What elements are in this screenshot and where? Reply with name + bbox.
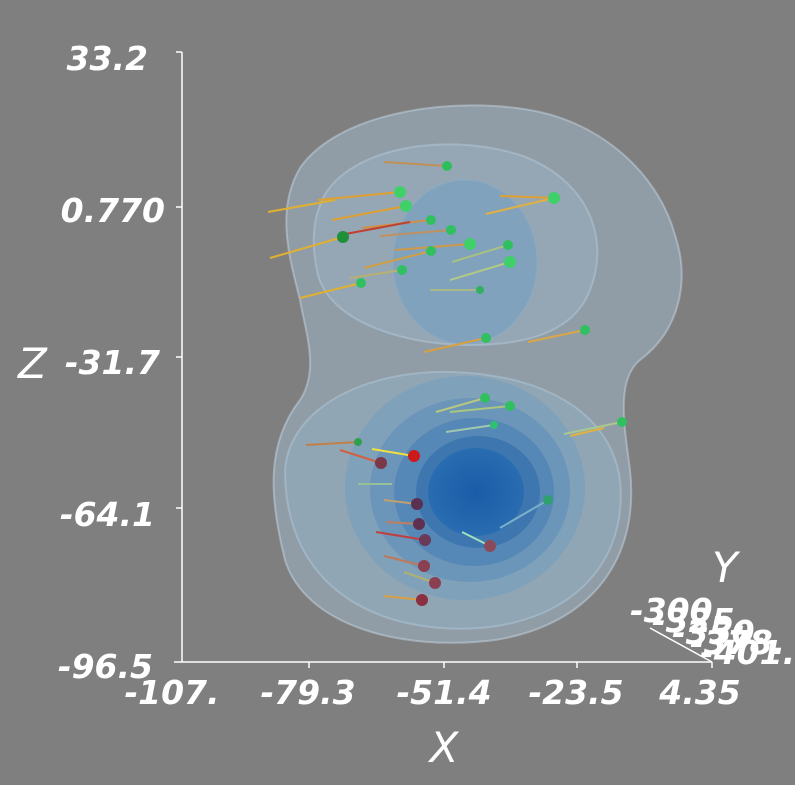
- arrow: [349, 269, 403, 279]
- z-tick-label: -31.7: [65, 343, 160, 382]
- point: [354, 438, 362, 446]
- point: [429, 577, 441, 589]
- z-axis-title: Z: [17, 339, 48, 388]
- arrow: [485, 197, 555, 215]
- arrow: [269, 236, 344, 259]
- y-tick-label: -325.: [652, 601, 747, 640]
- arrow: [449, 261, 511, 281]
- y-tick-label: -401.: [700, 633, 795, 672]
- x-tick-label: -23.5: [528, 673, 623, 712]
- axes: [174, 51, 713, 668]
- z-tick-label: -96.5: [58, 647, 153, 686]
- arrow: [379, 229, 452, 237]
- point: [503, 240, 513, 250]
- arrow: [317, 191, 401, 201]
- point: [397, 265, 407, 275]
- x-tick-label: -51.4: [396, 673, 491, 712]
- point: [543, 495, 553, 505]
- point: [617, 417, 627, 427]
- arrow: [299, 282, 362, 299]
- point: [356, 278, 366, 288]
- point: [375, 457, 387, 469]
- y-axis-title: Y: [712, 543, 741, 592]
- z-tick-label: 33.2: [67, 39, 148, 78]
- x-axis-title: X: [428, 723, 460, 772]
- point: [442, 161, 452, 171]
- point: [446, 225, 456, 235]
- arrow: [499, 499, 549, 529]
- y-axis-line: [649, 627, 713, 663]
- z-tick-label: 0.770: [61, 191, 165, 230]
- arrow: [563, 421, 623, 435]
- arrow: [423, 337, 487, 353]
- arrow: [383, 595, 423, 601]
- arrow: [445, 424, 495, 433]
- point: [418, 560, 430, 572]
- point: [337, 231, 349, 243]
- sample-points: [337, 161, 627, 606]
- z-tick-label: -64.1: [60, 495, 155, 534]
- arrow: [527, 329, 586, 343]
- lower-core: [428, 448, 524, 536]
- arrow: [435, 397, 486, 413]
- arrow: [383, 555, 425, 567]
- y-tick-label: -378.: [690, 623, 785, 662]
- point: [394, 186, 406, 198]
- arrow: [451, 244, 509, 263]
- point: [426, 246, 436, 256]
- arrow: [363, 250, 432, 269]
- point: [484, 540, 496, 552]
- arrow: [305, 441, 359, 446]
- arrow: [331, 205, 407, 221]
- y-tick-label: -300.: [630, 591, 725, 630]
- arrow: [569, 427, 605, 437]
- arrow: [499, 195, 555, 199]
- arrow: [267, 199, 336, 213]
- point: [400, 200, 412, 212]
- arrow: [339, 449, 382, 464]
- arrow: [383, 161, 448, 167]
- point: [419, 534, 431, 546]
- x-tick-label: -107.: [124, 673, 219, 712]
- x-tick-label: 4.35: [658, 673, 740, 712]
- point: [464, 238, 476, 250]
- point: [408, 450, 420, 462]
- point: [480, 393, 490, 403]
- point: [411, 498, 423, 510]
- y-tick-label: -350.: [672, 613, 767, 652]
- point: [426, 215, 436, 225]
- arrow: [375, 531, 426, 541]
- point: [413, 518, 425, 530]
- point: [548, 192, 560, 204]
- point: [490, 421, 498, 429]
- point: [416, 594, 428, 606]
- arrow: [339, 221, 411, 236]
- x-tick-label: -79.3: [260, 673, 355, 712]
- arrow: [371, 448, 415, 457]
- arrow: [449, 405, 511, 413]
- point: [476, 286, 484, 294]
- point: [481, 333, 491, 343]
- point: [505, 401, 515, 411]
- point: [504, 256, 516, 268]
- point: [580, 325, 590, 335]
